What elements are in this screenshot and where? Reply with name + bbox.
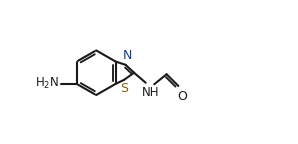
Text: S: S	[120, 82, 128, 95]
Text: N: N	[122, 49, 132, 62]
Text: O: O	[177, 90, 187, 103]
Text: NH: NH	[142, 86, 159, 99]
Text: H$_2$N: H$_2$N	[35, 76, 60, 91]
